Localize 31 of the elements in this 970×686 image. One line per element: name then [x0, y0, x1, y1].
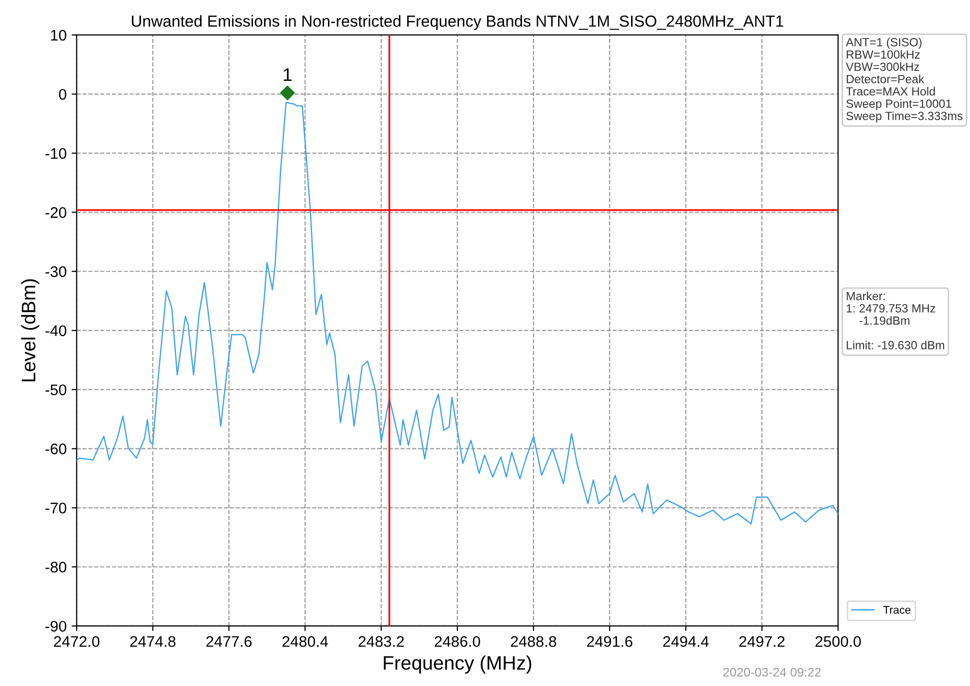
x-tick-label: 2500.0 — [815, 636, 861, 647]
x-tick-label: 2494.4 — [663, 636, 709, 647]
annotation: 1 — [284, 68, 292, 81]
x-tick-label: 2472.0 — [54, 636, 100, 647]
x-tick-label: 2497.2 — [739, 636, 785, 647]
x-axis-title: Frequency (MHz) — [384, 655, 532, 674]
x-tick-label: 2474.8 — [130, 636, 176, 647]
legend-label: Trace — [883, 606, 910, 614]
x-tick-label: 2480.4 — [282, 636, 328, 647]
x-tick-label: 2477.6 — [206, 636, 252, 647]
y-tick-label: 10 — [51, 30, 66, 41]
line-series — [76, 102, 838, 524]
y-tick-label: 0 — [59, 88, 66, 100]
y-tick-label: -40 — [46, 325, 66, 336]
y-axis-title: Level (dBm) — [21, 279, 40, 382]
text: 2020-03-24 09:22 — [723, 668, 821, 677]
x-tick-label: 2491.6 — [587, 636, 632, 647]
text: Marker: 1: 2479.753 MHz -1.19dBm Limit: -19.630 dBm — [846, 292, 944, 350]
y-tick-label: -60 — [46, 444, 66, 454]
y-tick-label: -20 — [46, 207, 66, 218]
x-tick-label: 2488.8 — [510, 636, 556, 647]
text: ANT=1 (SISO) RBW=100kHz VBW=300kHz Detector=Peak Trace=MAX Hold Sweep Point=10001 Sweep Time=3.333ms — [846, 38, 963, 122]
y-tick-label: -10 — [46, 148, 66, 159]
y-tick-label: -30 — [46, 266, 66, 278]
y-tick-label: -80 — [46, 562, 66, 573]
y-tick-label: -50 — [46, 384, 66, 396]
y-tick-label: -70 — [46, 502, 66, 514]
x-tick-label: 2486.0 — [434, 636, 480, 647]
y-tick-label: -90 — [46, 620, 66, 632]
x-tick-label: 2483.2 — [358, 636, 404, 647]
chart-title: Unwanted Emissions in Non-restricted Frequency Bands NTNV_1M_SISO_2480MHz_ANT1 — [132, 15, 784, 30]
